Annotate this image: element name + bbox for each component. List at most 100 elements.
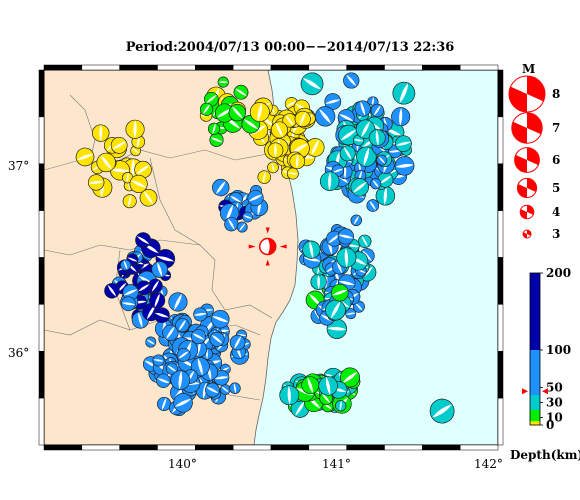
earthquake-mechanism-75 [375,186,396,206]
depth-legend-title: Depth(km) [510,448,580,462]
earthquake-mechanism-504 [122,194,137,209]
main-event-compression [267,238,276,255]
earthquake-mechanism-350 [173,393,193,413]
earthquake-mechanism-23 [257,170,271,184]
earthquake-mechanism-485 [149,292,166,309]
magnitude-legend-label-5: 5 [552,181,560,195]
earthquake-mechanism-172 [370,178,382,190]
earthquake-mechanism-176 [376,154,388,166]
earthquake-mechanism-177 [320,171,340,191]
earthquake-mechanism-197 [358,234,372,248]
depth-band-2 [530,395,540,410]
earthquake-mechanism-106 [370,103,384,118]
earthquake-mechanism-69 [294,110,311,127]
main-event-marker[interactable] [248,227,287,266]
earthquake-mechanism-503 [110,137,128,154]
earthquake-mechanism-226 [350,214,362,226]
depth-bar-frame [529,272,541,426]
earthquake-mechanism-378 [229,334,246,351]
earthquake-mechanism-487 [148,278,163,294]
earthquake-mechanism-434 [340,367,360,388]
lon-tick-141: 141° [322,457,351,471]
earthquake-mechanism-484 [104,283,120,299]
earthquake-mechanism-532 [217,76,229,88]
earthquake-mechanism-178 [368,129,386,147]
earthquake-mechanism-489 [120,259,132,271]
earthquake-mechanism-146 [394,156,415,176]
magnitude-legend-item-4: 4 [519,204,560,220]
magnitude-legend-item-6: 6 [514,147,560,173]
depth-tick-200: 200 [546,266,571,280]
earthquake-mechanism-169 [391,107,411,127]
earthquake-mechanism-67 [267,142,284,159]
earthquake-mechanism-539 [208,122,221,135]
main-event-arrow-left [248,244,256,249]
earthquake-mechanism-355 [162,324,179,341]
earthquake-mechanism-200 [310,273,327,290]
earthquake-mechanism-166 [350,178,369,197]
earthquake-mechanism-207 [345,308,357,320]
depth-main-event-marker-left [522,388,528,395]
lon-tick-142: 142° [474,457,503,471]
magnitude-legend-item-5: 5 [516,177,560,199]
earthquake-mechanism-511 [122,172,134,184]
earthquake-mechanism-102 [315,106,336,127]
magnitude-legend-item-3: 3 [522,227,560,241]
earthquake-mechanism-566 [392,81,416,105]
magnitude-legend-label-4: 4 [552,205,560,219]
earthquake-mechanism-179 [395,135,412,152]
magnitude-legend-label-6: 6 [552,153,560,167]
earthquake-mechanism-345 [205,382,220,398]
earthquake-mechanism-448 [279,385,300,406]
earthquake-mechanism-519 [125,119,145,139]
earthquake-mechanism-490 [136,280,152,296]
earthquake-mechanism-535 [209,132,224,147]
earthquake-mechanism-160 [343,72,360,89]
earthquake-mechanism-52 [267,161,279,174]
depth-tick-100: 100 [546,343,571,357]
depth-band-0 [530,421,540,425]
earthquake-mechanism-357 [175,318,190,333]
earthquake-mechanism-366 [209,331,225,347]
axis-labels: 36° 37° 140° 141° 142° [8,159,503,471]
earthquake-mechanism-505 [139,189,158,207]
earthquake-mechanism-442 [335,400,347,412]
earthquake-mechanism-155 [356,146,377,167]
earthquake-mechanism-567 [300,72,324,96]
earthquake-mechanism-57 [286,167,299,180]
map-frame [38,64,504,451]
magnitude-legend-item-7: 7 [511,112,560,144]
earthquake-mechanism-315 [211,309,230,329]
main-event-arrow-bottom [265,259,270,266]
earthquake-mechanism-494 [151,261,168,278]
magnitude-legend-item-8: 8 [508,75,560,113]
earthquake-mechanism-562 [242,211,253,223]
earthquake-mechanism-242 [336,247,357,268]
main-event-arrow-right [279,244,287,249]
earthquake-mechanism-449 [318,376,338,396]
depth-tick-50: 50 [546,381,563,395]
earthquake-mechanism-564 [236,221,248,233]
focal-mechanism-layer [75,72,455,424]
depth-tick-10: 10 [546,411,563,425]
lat-tick-36: 36° [8,346,29,360]
earthquake-mechanism-493 [121,296,136,312]
lon-tick-140: 140° [168,457,197,471]
earthquake-mechanism-376 [156,373,171,388]
earthquake-mechanism-369 [229,382,241,394]
earthquake-mechanism-514 [134,160,152,179]
depth-band-4 [530,273,540,350]
magnitude-legend-label-7: 7 [552,121,560,135]
depth-main-event-marker-right [542,388,548,395]
earthquake-mechanism-261 [145,336,157,348]
earthquake-mechanism-247 [331,283,349,302]
earthquake-mechanism-286 [219,384,231,395]
earthquake-mechanism-565 [429,398,455,424]
main-event-arrow-top [265,227,270,234]
earthquake-mechanism-496 [92,124,110,142]
map-panel[interactable]: 36° 37° 140° 141° 142° [8,64,504,471]
magnitude-legend: M 8 7 6 5 4 3 [508,62,560,241]
earthquake-mechanism-142 [366,199,380,212]
earthquake-mechanism-438 [329,381,348,399]
